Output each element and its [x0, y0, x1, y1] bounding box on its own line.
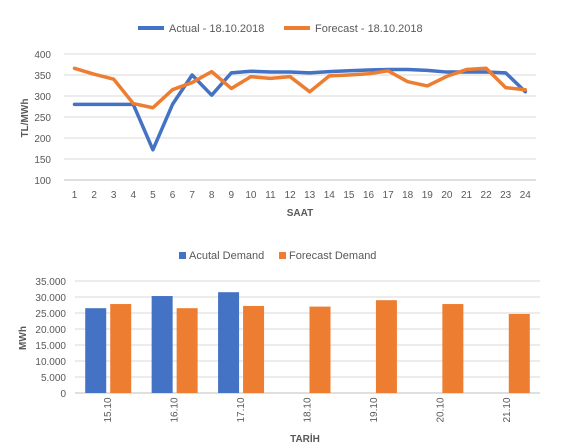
x-tick-label: 12: [285, 190, 297, 201]
y-tick-label: 35.000: [35, 277, 66, 288]
bar-chart-y-ticks: 0 5.000 10.000 15.000 20.000 25.000 30.000 35.0…: [35, 277, 66, 400]
x-tick-label: 11: [265, 190, 276, 201]
y-tick-label: 350: [34, 71, 51, 82]
legend-swatch-forecast-demand: [279, 252, 286, 259]
bar-chart-ylabel: MWh: [18, 326, 29, 350]
legend-label-actual-demand: Acutal Demand: [189, 250, 264, 262]
y-tick-label: 0: [60, 389, 66, 400]
x-tick-label: 22: [481, 190, 493, 201]
line-chart-x-ticks: 1 2 3 4 5 6 7 8 9 10 11 12 13 14 15 16 17 18 19 20 21 22 23 24: [72, 190, 532, 201]
x-tick-label: 17.10: [236, 397, 247, 422]
bar-chart: Acutal Demand Forecast Demand 0 5.000 10.0…: [18, 250, 540, 445]
x-tick-label: 9: [229, 190, 235, 201]
bar-forecast-demand: [442, 304, 464, 393]
legend-label-forecast-demand: Forecast Demand: [289, 250, 376, 262]
y-tick-label: 20.000: [35, 325, 66, 336]
y-tick-label: 300: [34, 92, 51, 103]
line-chart-ylabel: TL/MWh: [20, 99, 31, 138]
x-tick-label: 20.10: [435, 397, 446, 422]
x-tick-label: 10: [245, 190, 257, 201]
y-tick-label: 150: [34, 155, 51, 166]
x-tick-label: 16: [363, 190, 375, 201]
x-tick-label: 17: [383, 190, 395, 201]
line-chart-legend: Actual - 18.10.2018 Forecast - 18.10.201…: [138, 23, 423, 35]
y-tick-label: 250: [34, 113, 51, 124]
y-tick-label: 30.000: [35, 293, 66, 304]
legend-label-actual: Actual - 18.10.2018: [169, 23, 264, 35]
x-tick-label: 6: [170, 190, 176, 201]
bar-chart-bars: [85, 292, 530, 393]
y-tick-label: 5.000: [41, 373, 66, 384]
x-tick-label: 24: [520, 190, 532, 201]
x-tick-label: 18: [402, 190, 414, 201]
x-tick-label: 2: [91, 190, 97, 201]
bar-forecast-demand: [176, 308, 198, 393]
bar-chart-xlabel: TARİH: [290, 432, 320, 445]
x-tick-label: 3: [111, 190, 117, 201]
bar-forecast-demand: [110, 304, 132, 393]
x-tick-label: 15.10: [103, 397, 114, 422]
y-tick-label: 15.000: [35, 341, 66, 352]
legend-swatch-actual-demand: [179, 252, 186, 259]
line-chart: Actual - 18.10.2018 Forecast - 18.10.201…: [20, 23, 536, 219]
y-tick-label: 200: [34, 134, 51, 145]
bar-chart-x-ticks: 15.10 16.10 17.10 18.10 19.10 20.10 21.10: [103, 397, 513, 422]
bar-actual-demand: [218, 292, 240, 393]
x-tick-label: 5: [150, 190, 156, 201]
x-tick-label: 15: [343, 190, 355, 201]
x-tick-label: 4: [131, 190, 137, 201]
bar-actual-demand: [85, 308, 107, 393]
bar-forecast-demand: [309, 306, 331, 393]
y-tick-label: 400: [34, 50, 51, 61]
line-chart-series: [72, 66, 528, 152]
x-tick-label: 14: [324, 190, 336, 201]
bar-forecast-demand: [375, 300, 397, 393]
x-tick-label: 18.10: [303, 397, 314, 422]
x-tick-label: 20: [441, 190, 453, 201]
bar-chart-gridlines: [75, 280, 540, 394]
line-chart-y-ticks: 100 150 200 250 300 350 400: [34, 50, 51, 187]
line-chart-gridlines: [64, 53, 536, 181]
x-tick-label: 23: [500, 190, 512, 201]
x-tick-label: 21: [461, 190, 473, 201]
legend-label-forecast: Forecast - 18.10.2018: [315, 23, 423, 35]
series-line-forecast: [72, 66, 528, 110]
bar-forecast-demand: [243, 305, 265, 393]
x-tick-label: 7: [189, 190, 195, 201]
bar-forecast-demand: [508, 313, 530, 393]
x-tick-label: 16.10: [170, 397, 181, 422]
x-tick-label: 19: [422, 190, 434, 201]
bar-actual-demand: [151, 296, 173, 393]
x-tick-label: 19.10: [369, 397, 380, 422]
bar-chart-legend: Acutal Demand Forecast Demand: [179, 250, 376, 262]
line-chart-xlabel: SAAT: [287, 208, 313, 219]
x-tick-label: 8: [209, 190, 215, 201]
x-tick-label: 13: [304, 190, 316, 201]
y-tick-label: 100: [34, 176, 51, 187]
y-tick-label: 25.000: [35, 309, 66, 320]
y-tick-label: 10.000: [35, 357, 66, 368]
series-line-actual: [72, 67, 528, 152]
x-tick-label: 1: [72, 190, 78, 201]
x-tick-label: 21.10: [502, 397, 513, 422]
